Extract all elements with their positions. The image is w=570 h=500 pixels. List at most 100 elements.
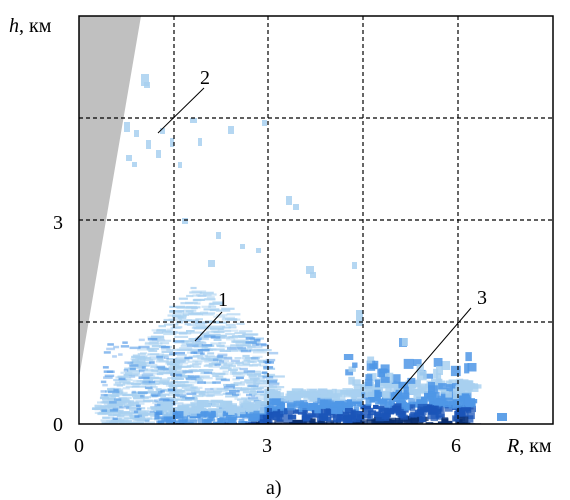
echo-cell-mid xyxy=(102,383,108,387)
echo-cell-ground xyxy=(196,406,204,411)
echo-cell-light xyxy=(243,359,251,362)
echo-cell-ground xyxy=(327,399,338,406)
echo-cell-ground xyxy=(462,402,470,410)
echo-cell-mid xyxy=(248,384,260,387)
echo-cell-light xyxy=(174,335,189,338)
echo-cell-light xyxy=(169,386,178,389)
echo-cell-light xyxy=(116,390,124,393)
echo-cell-mid xyxy=(210,336,221,339)
echo-cell-upper xyxy=(160,128,165,134)
echo-cell-ground xyxy=(331,388,337,397)
echo-cell-light xyxy=(250,339,258,342)
echo-cell-light xyxy=(161,348,171,351)
echo-cell-ground xyxy=(269,398,281,405)
echo-cell-mid xyxy=(102,366,109,369)
echo-cell-ground xyxy=(459,379,469,389)
echo-cell-light xyxy=(230,344,240,347)
echo-cell-mid xyxy=(185,397,195,400)
echo-cell-ground xyxy=(242,403,249,409)
echo-cell-mid xyxy=(182,370,193,374)
echo-cell-light xyxy=(171,384,180,388)
echo-cell-light xyxy=(239,344,251,347)
echo-cell-upper xyxy=(146,140,151,149)
echo-cell-light xyxy=(159,372,170,375)
echo-cell-light xyxy=(131,364,147,367)
echo-cell-light xyxy=(144,368,154,371)
echo-cell-mid xyxy=(112,407,119,411)
echo-cell-mid xyxy=(223,357,233,360)
grid xyxy=(79,16,553,424)
echo-cell-mid xyxy=(112,355,117,358)
echo-cell-light xyxy=(144,421,155,424)
echo-cell-ground xyxy=(174,411,184,419)
echo-cell-light xyxy=(158,381,166,384)
echo-cell-mid xyxy=(190,351,198,354)
echo-cell-light xyxy=(226,338,236,341)
echo-cell-mid xyxy=(186,344,199,347)
echo-cell-mid xyxy=(187,375,200,378)
echo-cell-ground xyxy=(329,410,336,418)
echo-cell-ground xyxy=(336,415,343,421)
y-tick-label-3: 3 xyxy=(53,212,63,234)
echo-cell-light xyxy=(186,417,197,420)
echo-cell-ground xyxy=(375,414,384,422)
echo-cell-light xyxy=(228,349,243,352)
echo-cell-light xyxy=(219,345,231,348)
echo-cell-light xyxy=(130,361,146,364)
echo-cell-light xyxy=(232,378,240,381)
echo-cell-mid xyxy=(154,399,159,402)
echo-cell-ground xyxy=(404,383,415,390)
echo-cell-mid xyxy=(103,370,114,373)
echo-cell-ground xyxy=(420,383,428,393)
callout-label-2: 2 xyxy=(200,67,210,89)
echo-cell-light xyxy=(209,348,225,351)
echo-cell-ground xyxy=(303,391,313,398)
echo-cell-ground xyxy=(372,360,379,370)
echo-cell-ground xyxy=(365,398,372,406)
y-tick-label-0: 0 xyxy=(53,414,63,436)
echo-cell-light xyxy=(226,313,241,316)
echo-cell-light xyxy=(197,357,205,360)
echo-cell-light xyxy=(193,365,201,368)
echo-cell-upper xyxy=(228,126,234,134)
echo-cell-light xyxy=(166,358,178,361)
echo-cell-light xyxy=(140,352,147,355)
echo-cell-light xyxy=(222,361,235,365)
echo-cell-ground xyxy=(166,418,176,424)
echo-cell-mid xyxy=(129,364,139,367)
echo-cell-ground xyxy=(398,392,410,399)
echo-cell-light xyxy=(238,335,245,338)
echo-cell-ground xyxy=(291,388,304,394)
echo-cell-ground xyxy=(283,421,296,424)
echo-cell-ground xyxy=(219,400,226,408)
echo-cell-light xyxy=(206,394,213,398)
echo-cell-light xyxy=(253,393,265,396)
echo-cell-light xyxy=(216,405,223,408)
echo-cell-mid xyxy=(265,358,276,362)
echo-cell-light xyxy=(216,362,228,365)
echo-cell-upper xyxy=(156,150,161,158)
echo-cell-ground xyxy=(293,420,302,424)
echo-cell-light xyxy=(191,386,203,389)
echo-cell-ground xyxy=(368,410,377,416)
echo-cell-light xyxy=(195,318,203,321)
echo-cell-ground xyxy=(343,415,352,423)
echo-cell-light xyxy=(222,370,229,373)
echo-cell-light xyxy=(195,369,205,372)
echo-cell-ground xyxy=(160,401,169,408)
echo-cell-light xyxy=(174,359,190,362)
echo-cell-light xyxy=(263,367,276,370)
echo-cell-light xyxy=(183,309,197,312)
echo-cell-light xyxy=(143,399,157,403)
echo-cell-mid xyxy=(138,345,150,349)
echo-cell-light xyxy=(192,355,203,358)
echo-cell-ground xyxy=(182,416,189,422)
echo-cell-mid xyxy=(212,358,219,362)
echo-cell-ground xyxy=(434,399,445,406)
echo-cell-light xyxy=(132,354,140,357)
callout-label-1: 1 xyxy=(218,289,228,311)
echo-cell-light xyxy=(169,310,176,313)
echo-cell-light xyxy=(234,331,246,335)
echo-cell-upper xyxy=(352,262,357,269)
echo-cell-light xyxy=(172,315,187,318)
